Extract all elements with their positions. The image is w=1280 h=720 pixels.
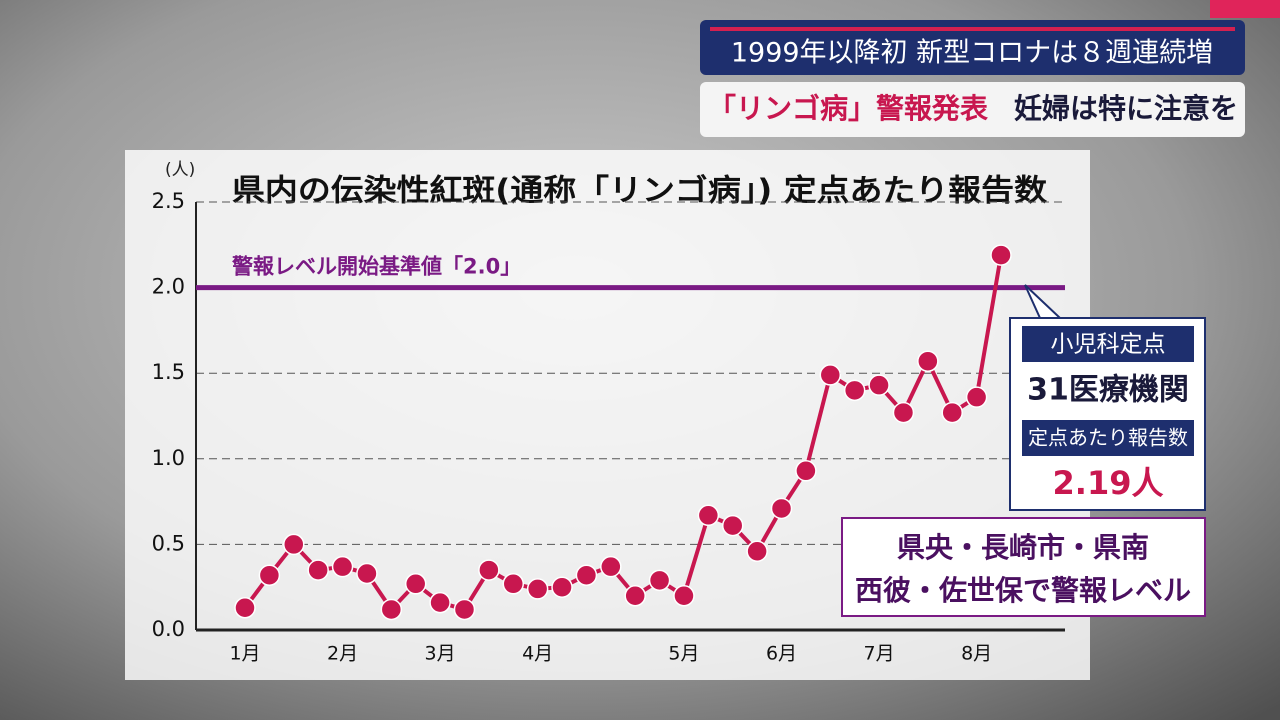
- banner-dark: 妊婦は特に注意を: [1014, 92, 1238, 125]
- y-tick-label: 2.0: [152, 275, 185, 299]
- data-point: [234, 596, 256, 619]
- data-point: [941, 401, 963, 424]
- data-point: [258, 564, 281, 586]
- data-point: [697, 504, 720, 527]
- data-point: [770, 497, 793, 520]
- y-tick-label: 2.5: [152, 189, 185, 213]
- data-point: [648, 569, 671, 592]
- data-point: [331, 555, 354, 578]
- data-point: [819, 364, 842, 386]
- data-point: [526, 578, 549, 600]
- data-point: [429, 591, 451, 614]
- data-point: [795, 460, 817, 482]
- data-point: [283, 533, 305, 556]
- data-point: [575, 564, 598, 586]
- data-point: [965, 386, 988, 408]
- info-tag: [1022, 420, 1194, 456]
- banner-red: 「リンゴ病」警報発表: [708, 92, 988, 125]
- x-tick-label: 3月: [425, 643, 456, 665]
- banner-text: 1999年以降初 新型コロナは８週連続増: [731, 38, 1213, 69]
- data-point: [990, 244, 1012, 266]
- data-point: [404, 573, 427, 595]
- data-point: [356, 562, 378, 585]
- data-point: [868, 374, 890, 396]
- data-point: [600, 555, 622, 578]
- data-point: [478, 559, 500, 581]
- data-point: [551, 576, 573, 598]
- note-text: 西彼・佐世保で警報レベル: [855, 574, 1191, 607]
- banner-top: [700, 20, 1245, 75]
- data-point: [843, 379, 866, 402]
- info-tag: [1022, 326, 1194, 362]
- y-tick-label: 0.5: [152, 531, 185, 555]
- x-tick-label: 2月: [327, 643, 358, 665]
- note-text: 県央・長崎市・県南: [897, 531, 1149, 564]
- data-point: [892, 401, 915, 424]
- callout-pointer: [1024, 284, 1063, 319]
- y-tick-label: 1.5: [152, 360, 185, 384]
- data-point: [721, 514, 744, 537]
- y-unit: (人): [165, 160, 195, 180]
- data-point: [917, 350, 939, 372]
- banner-bottom: [700, 82, 1245, 137]
- x-tick-label: 5月: [668, 643, 699, 665]
- x-tick-label: 8月: [961, 643, 992, 665]
- data-point: [453, 598, 476, 621]
- banner-stripe: [710, 27, 1235, 31]
- x-tick-label: 4月: [522, 643, 553, 665]
- data-point: [307, 559, 329, 581]
- threshold-label: 警報レベル開始基準値「2.0」: [231, 255, 521, 279]
- corner-bar: [1210, 0, 1280, 18]
- y-tick-label: 0.0: [152, 617, 185, 641]
- plot: 0.0 0.5 1.0 1.5 2.0 2.5 1月 2月 3月 4月 5月 6月 7月 8月 警報レベル開…: [152, 189, 1065, 665]
- x-tick-label: 1月: [229, 643, 260, 665]
- info-value: 2.19人: [1053, 464, 1164, 502]
- note-box: [841, 517, 1206, 617]
- info-tag-text: 小児科定点: [1051, 332, 1166, 358]
- info-text: 31医療機関: [1027, 373, 1189, 408]
- info-tag-text: 定点あたり報告数: [1028, 426, 1188, 450]
- x-tick-label: 7月: [864, 643, 895, 665]
- data-point: [673, 585, 695, 607]
- chart-title: 県内の伝染性紅斑(通称「リンゴ病」) 定点あたり報告数: [232, 174, 1048, 209]
- data-point: [380, 598, 403, 621]
- y-tick-label: 1.0: [152, 446, 185, 470]
- data-point: [746, 540, 768, 562]
- x-tick-label: 6月: [766, 643, 797, 665]
- data-point: [502, 573, 525, 595]
- data-point: [624, 585, 646, 607]
